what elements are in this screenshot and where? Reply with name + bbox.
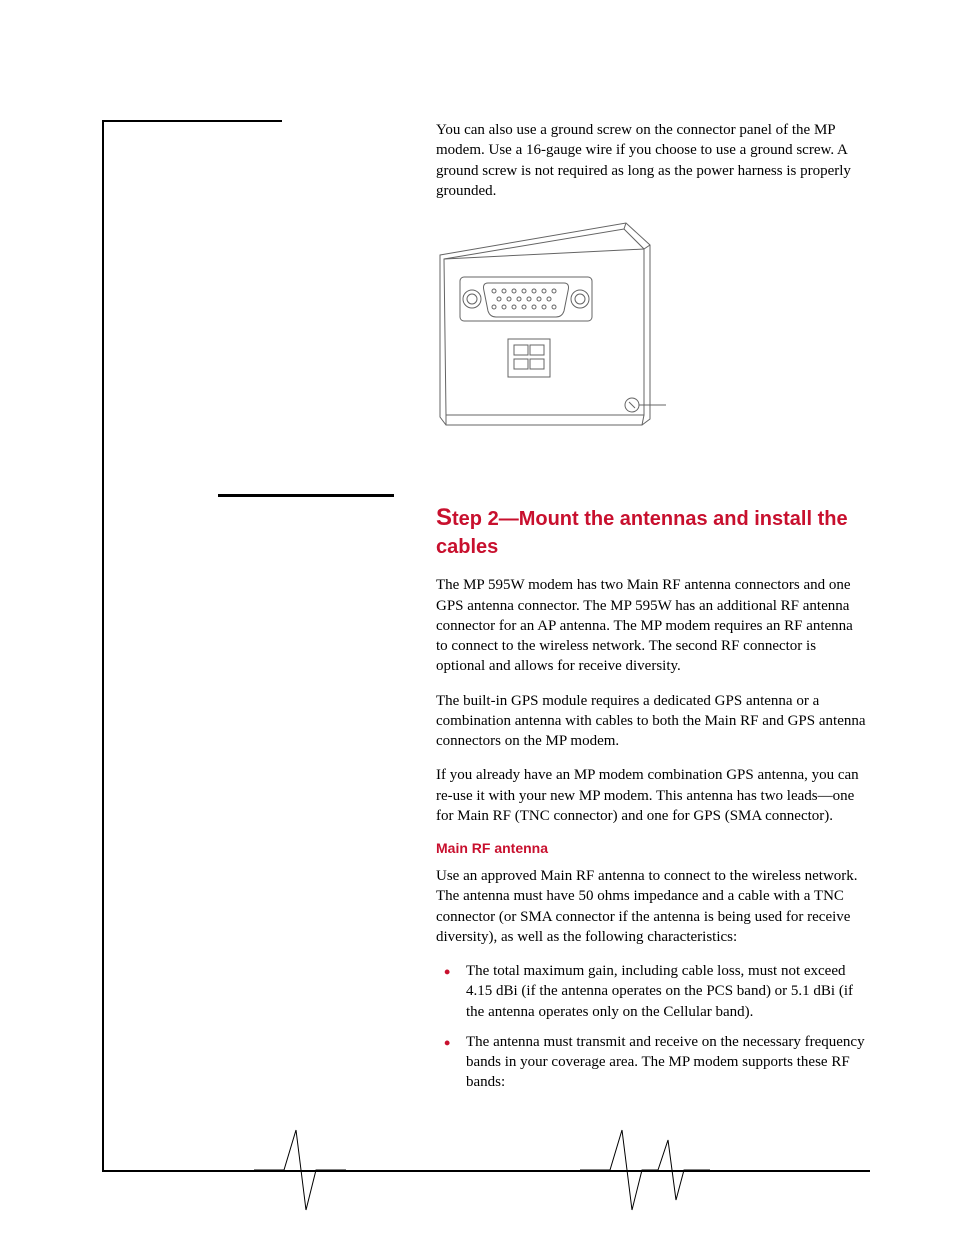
mainrf-bullet-list: The total maximum gain, including cable … [436, 961, 866, 1093]
step2-para-2: The built-in GPS module requires a dedic… [436, 691, 866, 752]
corner-rule-horizontal [102, 120, 282, 122]
footer-wave-icon [580, 1122, 710, 1218]
footer-rule [102, 1170, 870, 1172]
bullet-item: The total maximum gain, including cable … [436, 961, 866, 1022]
step2-heading: Step 2—Mount the antennas and install th… [436, 502, 866, 561]
bullet-item: The antenna must transmit and receive on… [436, 1032, 866, 1093]
intro-paragraph: You can also use a ground screw on the c… [436, 120, 866, 201]
step2-heading-text: tep 2—Mount the antennas and install the… [436, 508, 848, 558]
step2-para-1: The MP 595W modem has two Main RF antenn… [436, 575, 866, 676]
mainrf-subheading: Main RF antenna [436, 840, 866, 856]
section-divider-rule [218, 494, 394, 497]
mainrf-para: Use an approved Main RF antenna to conne… [436, 866, 866, 947]
main-content-column: You can also use a ground screw on the c… [436, 120, 866, 1103]
connector-panel-diagram [436, 219, 666, 429]
step2-para-3: If you already have an MP modem combinat… [436, 765, 866, 826]
footer-wave-icon [254, 1122, 346, 1218]
corner-rule-vertical [102, 120, 104, 1170]
